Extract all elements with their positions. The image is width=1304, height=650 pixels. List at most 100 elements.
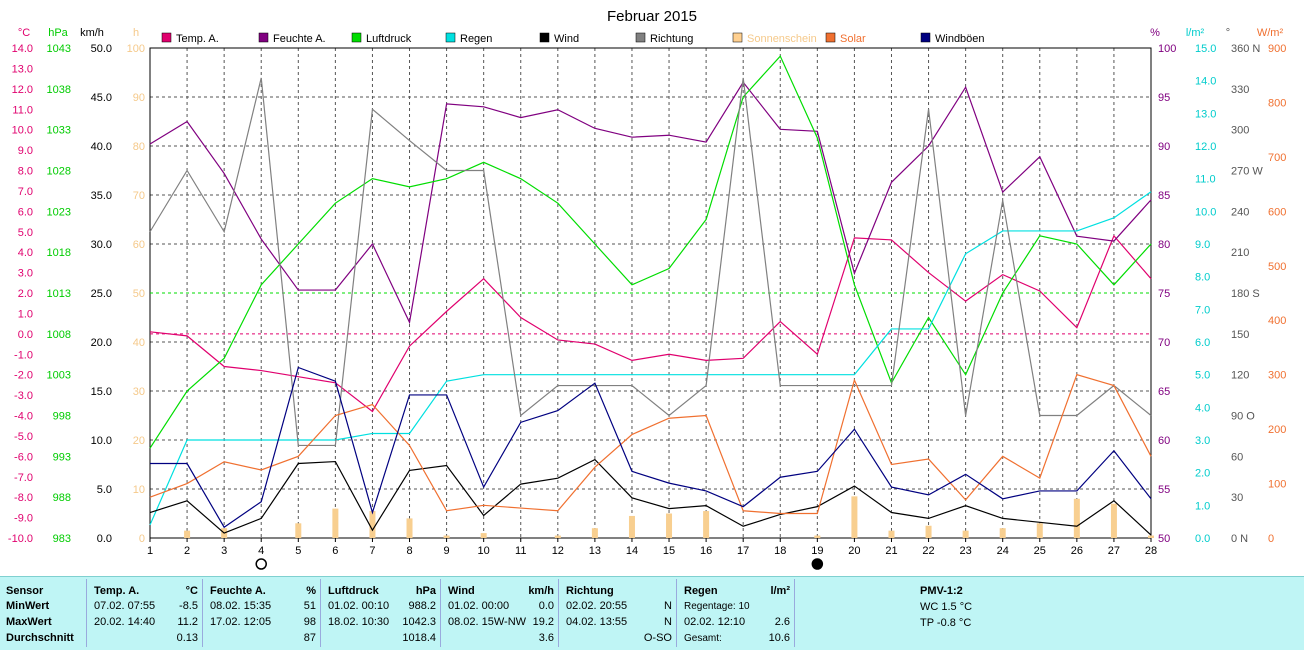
humidity-tick: 75 (1158, 288, 1170, 300)
solar-tick: 500 (1268, 261, 1286, 273)
temp-min-value: -8.5 (179, 600, 198, 612)
series-line-richtung (149, 77, 1152, 447)
x-tick-label: 5 (295, 545, 301, 557)
pressure-tick: 1008 (47, 329, 71, 341)
press-min-value: 988.2 (408, 600, 436, 612)
humidity-tick: 90 (1158, 141, 1170, 153)
rain-tick: 11.0 (1195, 174, 1216, 186)
temp-tick: -10.0 (8, 533, 33, 545)
summary-temp: Temp. A. °C 07.02. 07:55 -8.5 20.02. 14:… (92, 579, 203, 647)
pressure-tick: 1023 (47, 206, 71, 218)
durchschnitt-label: Durchschnitt (6, 632, 74, 644)
temp-tick: 12.0 (12, 84, 33, 96)
series-line-wind (149, 458, 1152, 536)
rain-tick: 12.0 (1195, 141, 1216, 153)
wind-tick: 0.0 (97, 533, 112, 545)
rain-tick: 7.0 (1195, 304, 1210, 316)
pressure-tick: 1033 (47, 125, 71, 137)
sensor-header: Sensor (6, 585, 44, 597)
temp-tick: 6.0 (18, 206, 33, 218)
sunshine-bar (295, 523, 302, 538)
sun-tick: 70 (133, 190, 145, 202)
rain-total-label: Gesamt: (684, 633, 722, 644)
sunshine-bar (1073, 498, 1080, 538)
pressure-tick: 993 (53, 451, 71, 463)
dir-max-time: 04.02. 13:55 (566, 616, 628, 628)
sun-tick: 0 (139, 533, 145, 545)
sunshine-bar (888, 530, 895, 538)
sun-tick: 60 (133, 239, 145, 251)
press-max-time: 18.02. 10:30 (328, 616, 390, 628)
rain-tick: 8.0 (1195, 272, 1210, 284)
x-tick-label: 27 (1108, 545, 1120, 557)
wind-tick: 20.0 (91, 337, 112, 349)
direction-tick: 90 O (1231, 411, 1255, 423)
sunshine-bar (591, 528, 598, 538)
unit-label-right: ° (1226, 27, 1230, 39)
legend-label: Feuchte A. (273, 33, 326, 45)
rain-tick: 5.0 (1195, 370, 1210, 382)
press-unit: hPa (415, 585, 436, 597)
x-tick-label: 28 (1145, 545, 1157, 557)
unit-label-left: km/h (80, 27, 104, 39)
series-line-windböen (150, 366, 1152, 529)
humidity-tick: 55 (1158, 484, 1170, 496)
maxwert-label: MaxWert (6, 616, 52, 628)
wind-tick: 35.0 (91, 190, 112, 202)
temp-tick: -3.0 (14, 390, 33, 402)
sunshine-bar (962, 530, 969, 538)
temp-unit: °C (185, 585, 198, 597)
humidity-tick: 95 (1158, 92, 1170, 104)
sunshine-bar (1036, 523, 1043, 538)
dir-min-value: N (664, 600, 672, 612)
summary-pressure: Luftdruck hPa 01.02. 00:10 988.2 18.02. … (326, 579, 441, 647)
legend-swatch (161, 32, 172, 43)
summary-humidity: Feuchte A. % 08.02. 15:35 51 17.02. 12:0… (208, 579, 321, 647)
summary-pmv: PMV-1:2 WC 1.5 °C TP -0.8 °C (800, 579, 1090, 647)
legend-label: Richtung (650, 33, 693, 45)
x-tick-label: 6 (332, 545, 338, 557)
temp-max-value: 11.2 (177, 616, 198, 628)
sun-tick: 10 (133, 484, 145, 496)
direction-tick: 210 (1231, 247, 1249, 259)
rain-max-value: 2.6 (774, 616, 790, 628)
humidity-tick: 60 (1158, 435, 1170, 447)
humidity-tick: 80 (1158, 239, 1170, 251)
sunshine-bar (332, 508, 339, 538)
temp-tick: -9.0 (14, 513, 33, 525)
x-tick-label: 22 (922, 545, 934, 557)
sunshine-bar (814, 535, 821, 538)
legend-swatch (445, 32, 456, 43)
legend-label: Solar (840, 33, 866, 45)
x-tick-label: 13 (589, 545, 601, 557)
sun-tick: 50 (133, 288, 145, 300)
pressure-tick: 1028 (47, 166, 71, 178)
rain-tick: 15.0 (1195, 43, 1216, 55)
wind-header: Wind (448, 585, 475, 597)
direction-tick: 360 N (1231, 43, 1260, 55)
wind-avg-value: 3.6 (538, 632, 554, 644)
wind-min-time: 01.02. 00:00 (448, 600, 510, 612)
solar-tick: 0 (1268, 533, 1274, 545)
x-tick-label: 21 (885, 545, 897, 557)
wind-tick: 15.0 (91, 386, 112, 398)
legend-swatch (258, 32, 269, 43)
direction-tick: 120 (1231, 370, 1249, 382)
x-tick-label: 4 (258, 545, 264, 557)
direction-tick: 60 (1231, 451, 1243, 463)
summary-rain: Regen l/m² Regentage: 10 02.02. 12:10 2.… (682, 579, 795, 647)
legend-label: Luftdruck (366, 33, 412, 45)
pmv-header: PMV-1:2 (920, 585, 963, 597)
x-tick-label: 8 (406, 545, 412, 557)
solar-tick: 700 (1268, 152, 1286, 164)
rain-tick: 9.0 (1195, 239, 1210, 251)
sunshine-bar (1148, 535, 1154, 538)
temp-tick: 8.0 (18, 166, 33, 178)
temp-tick: -7.0 (14, 472, 33, 484)
direction-tick: 270 W (1231, 166, 1263, 178)
series-line-feuchte-a- (149, 81, 1152, 325)
rain-tick: 4.0 (1195, 402, 1210, 414)
x-tick-label: 12 (552, 545, 564, 557)
sunshine-bar (703, 511, 710, 538)
series-line-regen (149, 191, 1152, 526)
